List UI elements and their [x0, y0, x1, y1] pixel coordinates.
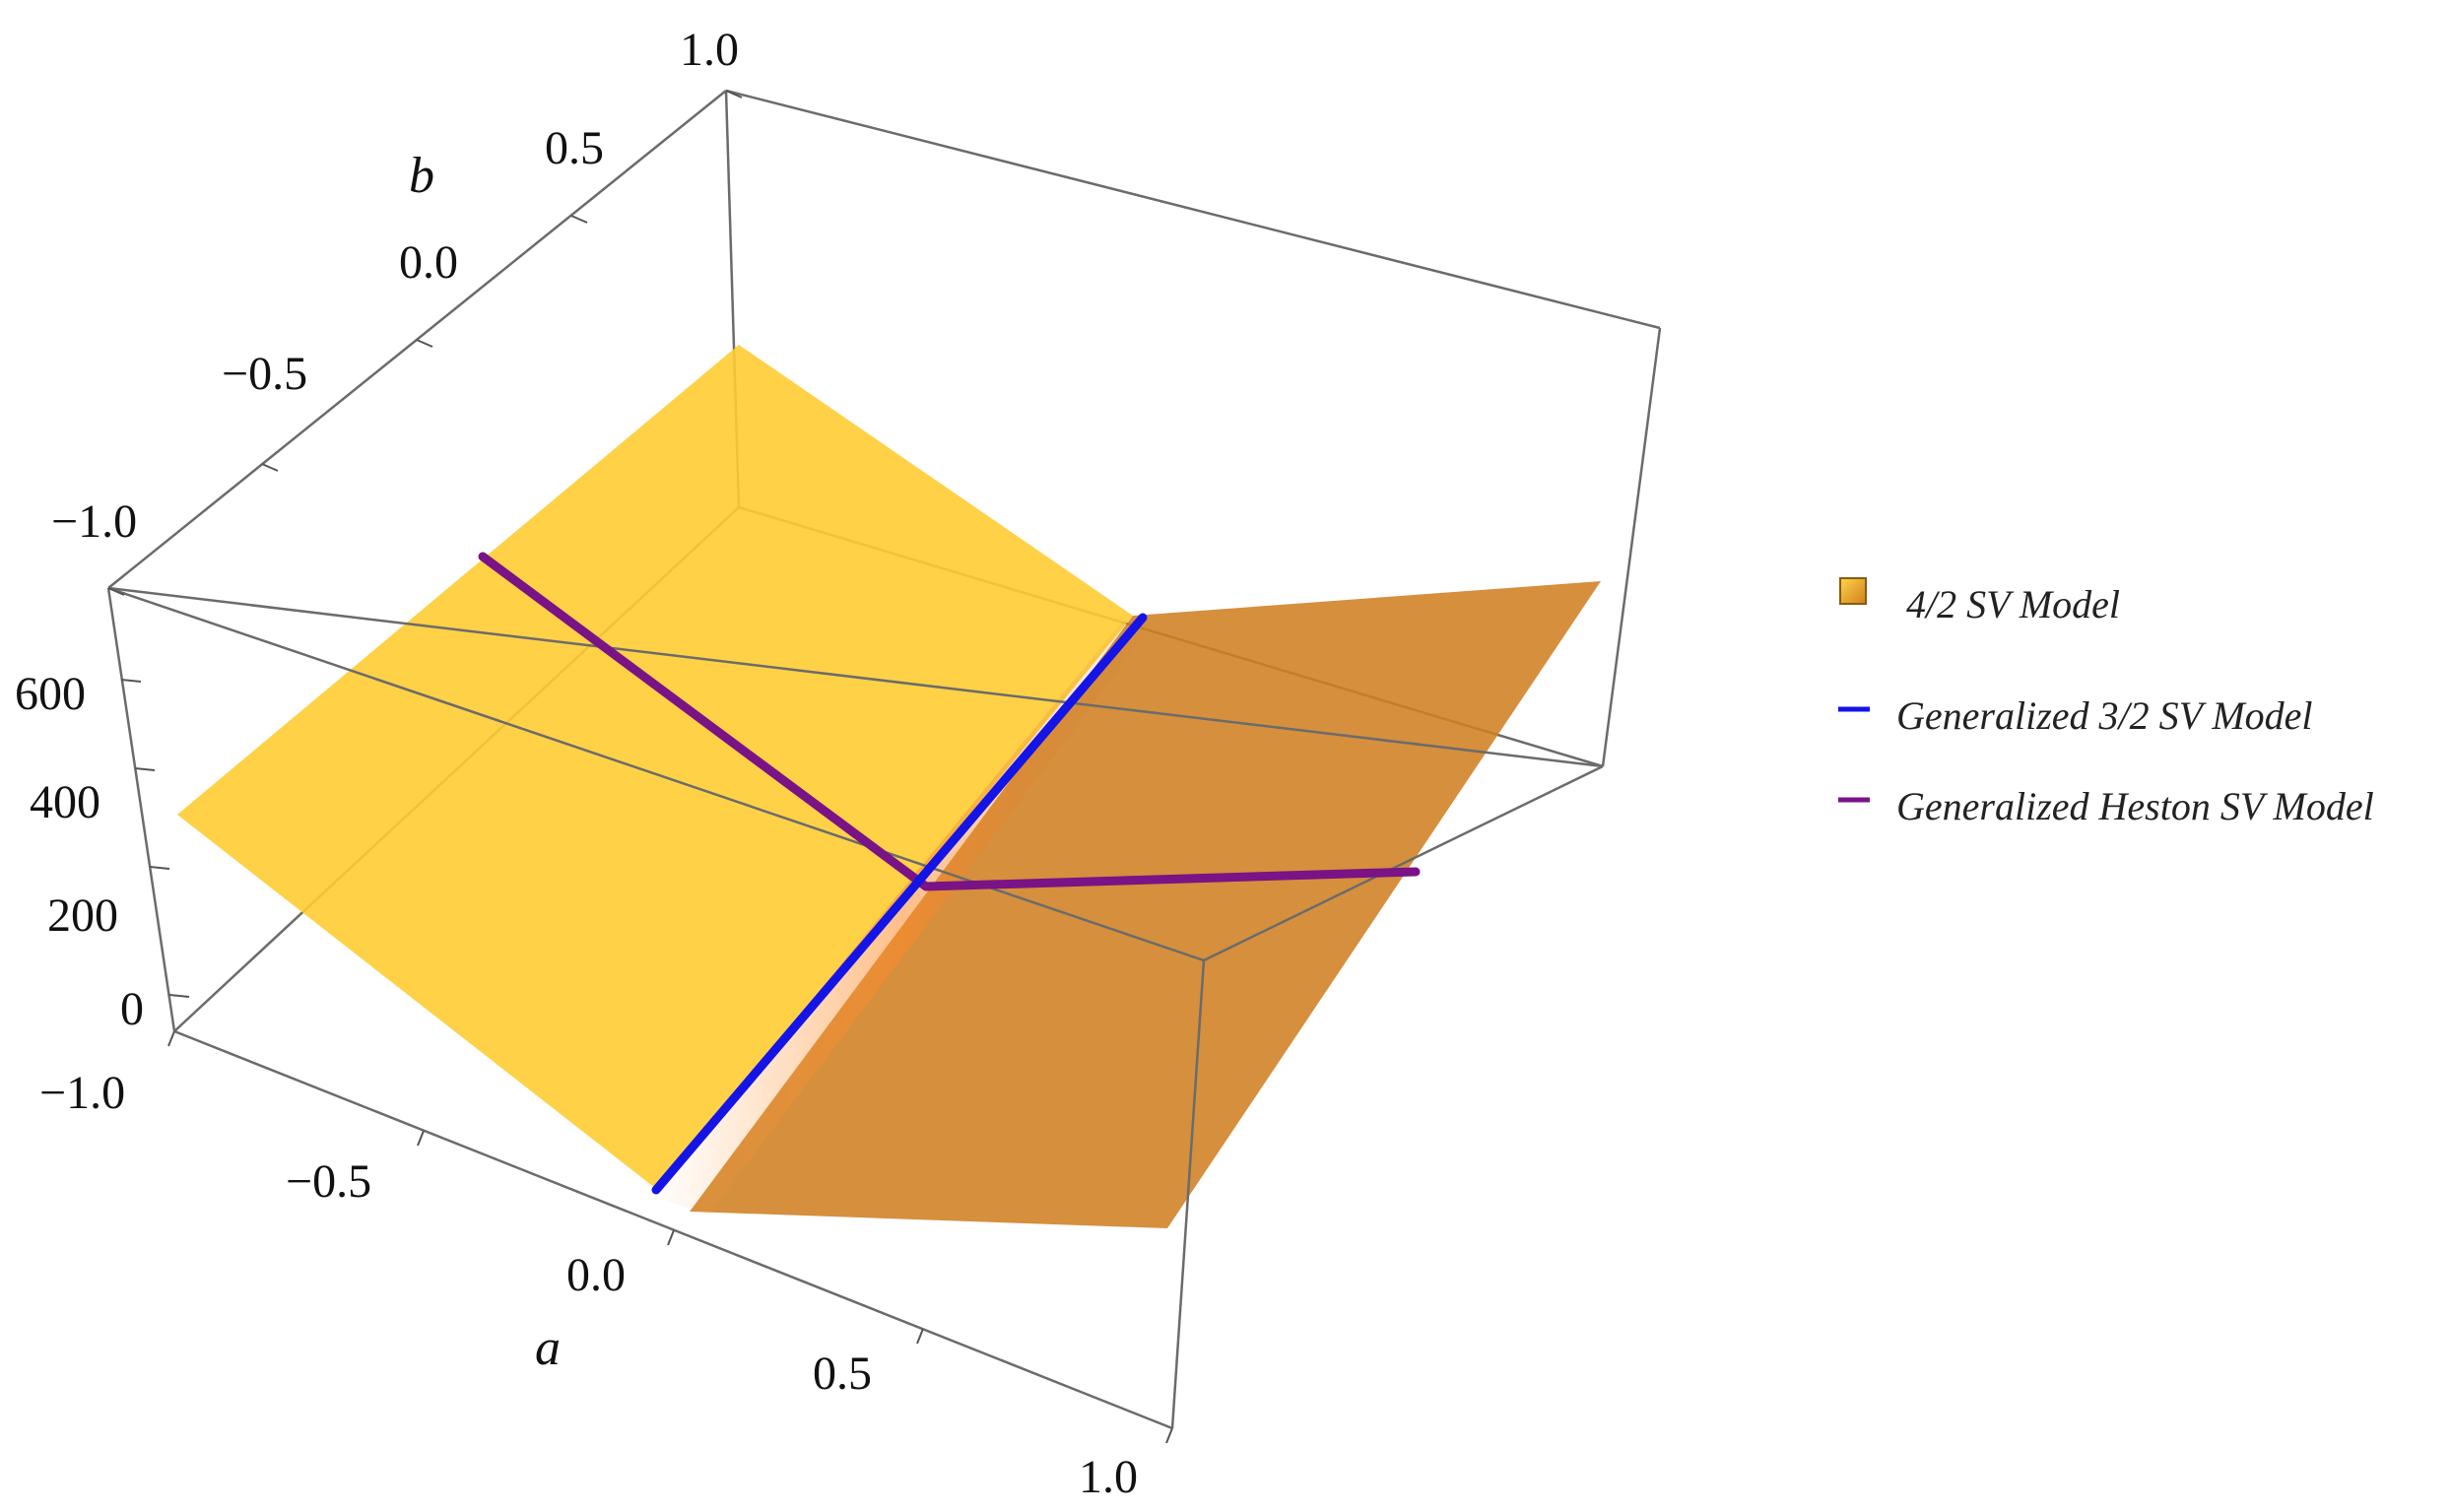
- b-axis-tickmarks: [107, 90, 743, 596]
- b-tick-label: 0.0: [399, 236, 458, 289]
- surface-ridge-glow: [650, 619, 1158, 1214]
- a-tick-label: −1.0: [39, 1067, 125, 1119]
- legend-swatch-surface: [1839, 577, 1867, 605]
- legend: 4/2 SV Model Generalized 3/2 SV Model Ge…: [1838, 577, 2374, 828]
- box-front-edges: [106, 586, 1604, 1430]
- a-tick-label: 1.0: [1079, 1451, 1138, 1503]
- b-tick-label: −1.0: [51, 495, 137, 548]
- a-tick-label: 0.0: [566, 1249, 626, 1301]
- legend-item-generalized-heston-sv-model: Generalized Heston SV Model: [1838, 784, 2374, 828]
- a-axis-label: a: [535, 1320, 561, 1376]
- a-tick-label: −0.5: [286, 1155, 371, 1208]
- surface-left-face: [177, 345, 1133, 1192]
- legend-item-generalized-3-2-sv-model: Generalized 3/2 SV Model: [1838, 693, 2313, 738]
- b-axis: −1.0 −0.5 0.0 0.5 1.0 b: [51, 24, 739, 548]
- legend-label: Generalized Heston SV Model: [1896, 784, 2374, 828]
- z-tick-label: 0: [120, 983, 144, 1035]
- a-axis-tickmarks: [167, 1030, 1173, 1444]
- line-generalized-heston-sv-model: [478, 552, 1421, 891]
- z-tick-label: 400: [30, 776, 100, 828]
- legend-label: 4/2 SV Model: [1906, 582, 2120, 626]
- b-tick-label: 1.0: [680, 24, 739, 76]
- surface-4-2-sv-model: [177, 345, 1601, 1228]
- b-tick-label: −0.5: [222, 348, 307, 400]
- b-axis-label: b: [409, 148, 434, 204]
- z-axis: 600 400 200 0: [15, 668, 144, 1035]
- legend-label: Generalized 3/2 SV Model: [1896, 693, 2313, 738]
- z-axis-tickmarks: [120, 679, 190, 998]
- a-tick-label: 0.5: [813, 1348, 872, 1400]
- z-tick-label: 200: [47, 889, 118, 942]
- b-tick-label: 0.5: [545, 122, 604, 174]
- surface-right-face: [690, 581, 1601, 1228]
- z-tick-label: 600: [15, 668, 86, 720]
- a-axis: −1.0 −0.5 0.0 0.5 1.0 a: [39, 1067, 1138, 1503]
- line-generalized-3-2-sv-model: [651, 613, 1148, 1195]
- legend-item-4-2-sv-model: 4/2 SV Model: [1839, 577, 2120, 626]
